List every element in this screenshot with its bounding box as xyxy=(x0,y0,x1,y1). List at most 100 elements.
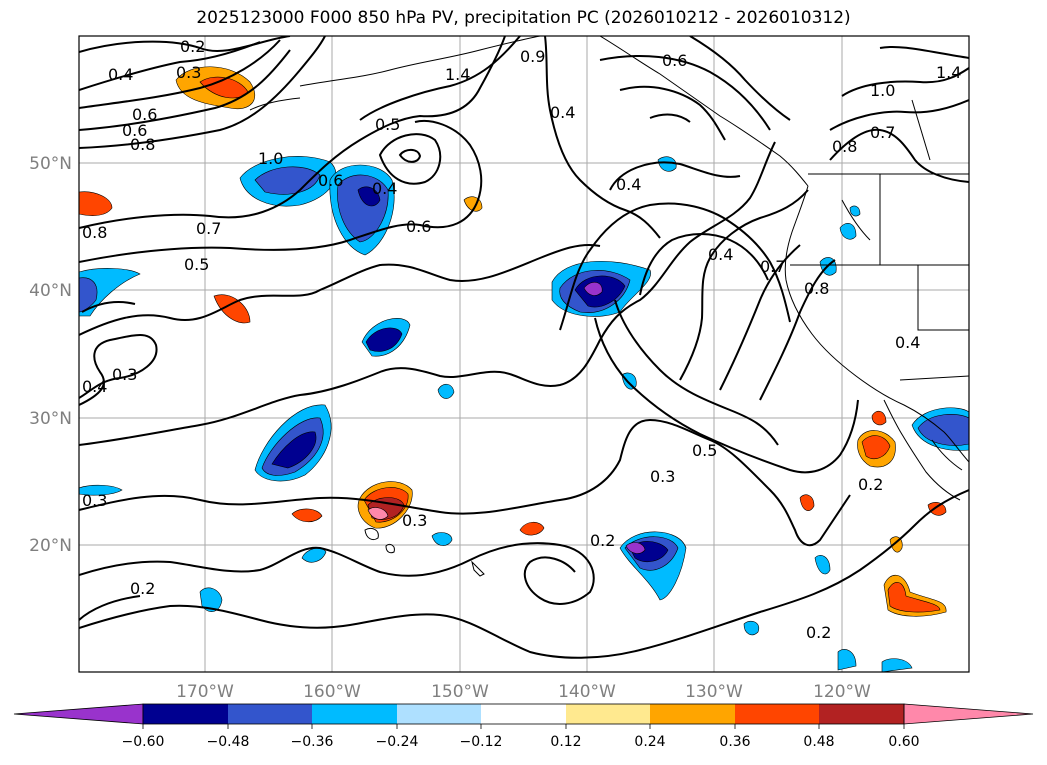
contour-label: 0.4 xyxy=(616,175,641,194)
contour-label: 0.7 xyxy=(870,123,895,142)
contour-label: 1.0 xyxy=(258,149,283,168)
precip-negative-region xyxy=(839,223,857,240)
precip-negative-region xyxy=(621,372,637,390)
precip-negative-region xyxy=(657,156,677,172)
contour-labels: 0.2 0.4 0.3 0.6 0.6 0.8 1.0 0.6 0.4 0.5 … xyxy=(82,37,961,642)
contour-line xyxy=(79,489,969,659)
contour-line xyxy=(841,67,969,97)
contour-line xyxy=(79,49,291,131)
contour-line xyxy=(594,317,859,474)
colorbar-extend-high xyxy=(903,703,1034,725)
contour-label: 0.4 xyxy=(895,333,920,352)
contour-label: 0.8 xyxy=(130,135,155,154)
state-border xyxy=(899,375,969,381)
contour-label: 0.6 xyxy=(662,51,687,70)
contour-label: 0.3 xyxy=(82,491,107,510)
contour-label: 0.6 xyxy=(318,171,343,190)
precip-positive-max xyxy=(367,507,389,520)
lon-label: 140°W xyxy=(558,682,616,702)
contour-label: 0.2 xyxy=(130,579,155,598)
contour-line xyxy=(829,128,969,183)
contour-line xyxy=(679,189,809,381)
contour-label: 0.7 xyxy=(196,219,221,238)
colorbar-segment xyxy=(143,704,228,724)
contour-label: 0.3 xyxy=(112,365,137,384)
colorbar-extend-low xyxy=(13,703,144,725)
contour-label: 0.2 xyxy=(858,475,883,494)
colorbar-segment xyxy=(650,704,735,724)
precip-negative-region xyxy=(199,587,223,612)
state-border xyxy=(841,199,871,241)
colorbar-frame xyxy=(142,703,905,725)
coastline xyxy=(883,399,961,501)
colorbar-tick-label: −0.24 xyxy=(376,734,419,750)
colorbar-segment xyxy=(228,704,312,724)
precip-negative-region xyxy=(814,555,831,575)
contour-line xyxy=(79,418,851,547)
colorbar-segment xyxy=(819,704,904,724)
contour-line xyxy=(609,161,741,191)
precip-positive-region xyxy=(79,191,113,216)
precip-negative-region xyxy=(79,484,123,496)
contour-line xyxy=(79,244,601,336)
coastline xyxy=(599,36,809,187)
coastlines xyxy=(249,36,969,577)
contour-line xyxy=(559,202,791,331)
colorbar-tick-label: 0.36 xyxy=(719,734,750,750)
plot-area: 0.2 0.4 0.3 0.6 0.6 0.8 1.0 0.6 0.4 0.5 … xyxy=(79,36,969,672)
lat-label: 20°N xyxy=(29,536,72,556)
precip-negative-core xyxy=(365,327,403,352)
contour-label: 0.5 xyxy=(375,115,400,134)
precip-positive-region xyxy=(799,494,815,511)
contour-line xyxy=(79,595,141,621)
contour-label: 0.4 xyxy=(108,65,133,84)
precip-positive-region xyxy=(519,521,545,536)
precip-extreme-negative xyxy=(625,542,646,554)
precip-negative-core xyxy=(271,431,317,469)
coastline xyxy=(784,185,969,463)
precip-negative-core xyxy=(79,277,98,313)
map-title: 2025123000 F000 850 hPa PV, precipitatio… xyxy=(196,8,851,28)
lon-label: 150°W xyxy=(431,682,489,702)
contour-label: 0.4 xyxy=(550,103,575,122)
contour-label: 0.3 xyxy=(650,467,675,486)
contour-label: 0.3 xyxy=(402,511,427,530)
contour-label: 1.0 xyxy=(870,81,895,100)
contour-label: 0.2 xyxy=(806,623,831,642)
contour-line xyxy=(599,55,771,131)
plot-frame xyxy=(78,35,970,673)
contour-line xyxy=(619,85,726,141)
precip-negative-region xyxy=(881,658,913,672)
colorbar-tick-label: −0.48 xyxy=(207,734,250,750)
precip-positive-core xyxy=(861,435,891,459)
precip-negative-region xyxy=(79,268,141,317)
longitude-labels: 170°W 160°W 150°W 140°W 130°W 120°W xyxy=(176,682,871,702)
precip-negative-region xyxy=(849,205,861,217)
contour-line xyxy=(614,299,779,446)
contour-label: 0.2 xyxy=(180,37,205,56)
colorbar-tick-label: 0.48 xyxy=(803,734,834,750)
precip-positive-region xyxy=(927,502,947,516)
precip-positive-region xyxy=(291,508,323,523)
coastline xyxy=(299,36,541,87)
colorbar-tick-label: 0.60 xyxy=(888,734,919,750)
precip-positive-region xyxy=(213,294,251,324)
contour-line xyxy=(79,39,281,109)
precip-positive-region xyxy=(871,410,887,426)
contour-label: 0.3 xyxy=(176,63,201,82)
contour-label: 0.8 xyxy=(82,223,107,242)
precip-negative-region xyxy=(431,532,453,546)
colorbar-tick-label: 0.24 xyxy=(634,734,665,750)
precip-negative-region xyxy=(301,547,327,563)
contour-line xyxy=(79,41,261,91)
precip-negative-core xyxy=(917,414,969,446)
contour-label: 0.2 xyxy=(590,531,615,550)
contour-label: 0.4 xyxy=(372,179,397,198)
contour-line xyxy=(79,36,326,149)
island xyxy=(471,560,485,577)
contour-label: 0.7 xyxy=(760,257,785,276)
precip-positive-core xyxy=(887,582,941,613)
contour-label: 0.9 xyxy=(520,47,545,66)
contour-line xyxy=(79,542,595,605)
